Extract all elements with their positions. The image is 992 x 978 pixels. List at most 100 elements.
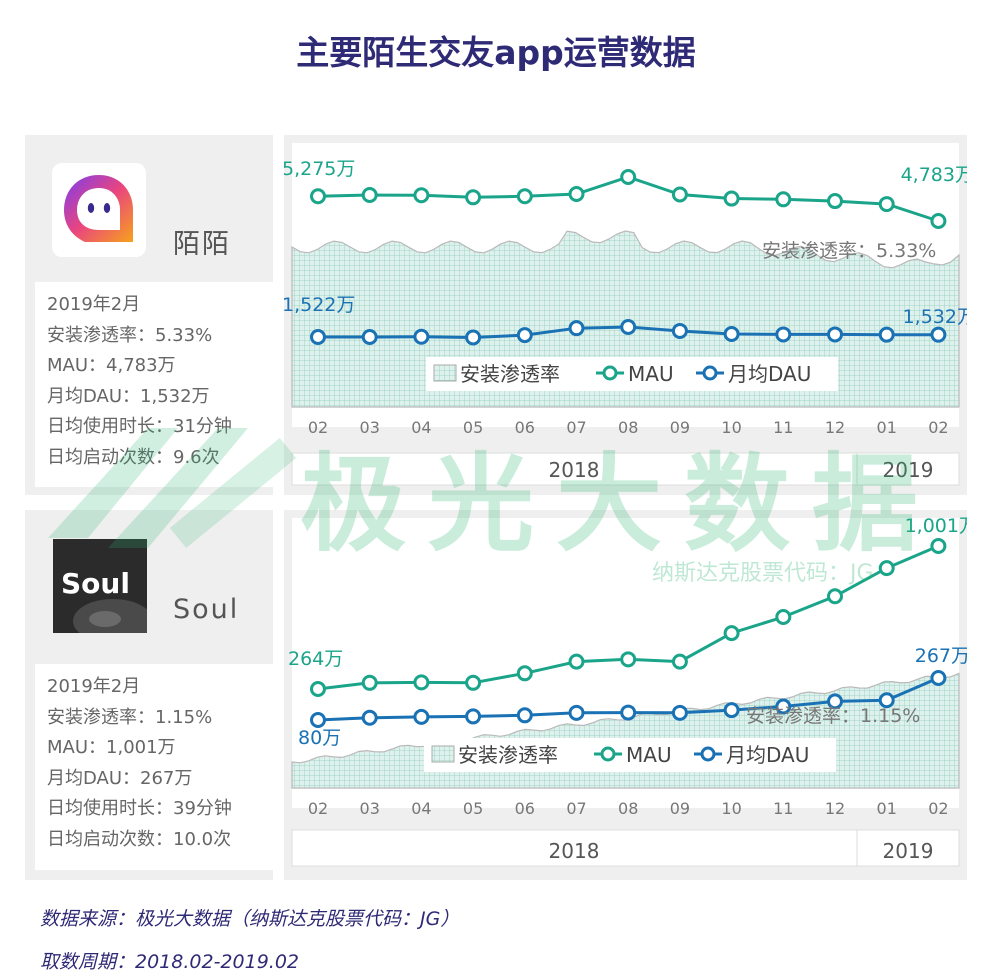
footer-source: 数据来源：极光大数据（纳斯达克股票代码：JG）	[40, 908, 460, 930]
data-point-月均DAU	[620, 704, 637, 721]
data-point-月均DAU	[568, 320, 585, 337]
x-tick-label: 08	[618, 418, 638, 437]
area-label: 安装渗透率：5.33%	[762, 240, 936, 262]
data-point-MAU	[723, 190, 740, 207]
momo-info: 2019年2月 安装渗透率：5.33% MAU：4,783万 月均DAU：1,5…	[35, 282, 273, 487]
data-point-MAU	[516, 665, 533, 682]
soul-info-line: 日均启动次数：10.0次	[47, 828, 232, 850]
data-point-MAU	[620, 651, 637, 668]
soul-info-line: 安装渗透率：1.15%	[47, 706, 213, 728]
data-point-月均DAU	[465, 329, 482, 346]
momo-info-line: 日均使用时长：31分钟	[47, 416, 232, 437]
x-tick-label: 03	[360, 799, 380, 818]
data-label-mau-end: 1,001万	[905, 515, 967, 537]
data-point-MAU	[930, 538, 947, 554]
data-point-MAU	[361, 187, 378, 204]
momo-chart: 02 03 04 05 06 07 08 09 10 11 12 01 02 2018 2019 5,275万…	[284, 143, 967, 486]
x-tick-label: 11	[773, 418, 793, 437]
data-point-月均DAU	[568, 704, 585, 721]
data-point-月均DAU	[310, 712, 326, 728]
year-box	[291, 829, 858, 867]
data-point-MAU	[620, 169, 637, 185]
data-point-MAU	[723, 625, 740, 642]
year-label: 2018	[549, 458, 600, 482]
x-tick-label: 11	[773, 799, 793, 818]
data-point-月均DAU	[827, 693, 843, 710]
data-point-月均DAU	[465, 708, 482, 725]
year-box	[291, 452, 858, 486]
soul-info: 2019年2月 安装渗透率：1.15% MAU：1,001万 月均DAU：267…	[35, 664, 273, 870]
data-point-月均DAU	[620, 319, 637, 335]
legend-label: 月均DAU	[726, 743, 809, 767]
year-box	[856, 829, 960, 867]
legend-marker-mau	[600, 746, 616, 762]
legend-label: 月均DAU	[728, 362, 811, 386]
x-tick-label: 06	[515, 799, 535, 818]
legend-marker-dau	[702, 365, 718, 381]
soul-name: Soul	[173, 594, 240, 625]
data-label-dau-start: 1,522万	[284, 294, 355, 316]
legend-marker-dau	[700, 746, 716, 762]
data-point-MAU	[878, 560, 895, 577]
data-point-MAU	[465, 674, 482, 691]
x-tick-label: 10	[721, 799, 741, 818]
legend-swatch-area	[431, 745, 455, 763]
soul-info-line: 日均使用时长：39分钟	[47, 798, 232, 819]
footer-period: 取数周期：2018.02-2019.02	[40, 951, 299, 973]
data-label-dau-end: 267万	[915, 645, 967, 667]
momo-name: 陌陌	[173, 229, 231, 260]
data-point-MAU	[827, 193, 843, 210]
x-tick-label: 02	[308, 418, 328, 437]
legend-swatch-area	[433, 364, 457, 382]
legend-box	[424, 738, 836, 772]
data-point-MAU	[310, 681, 326, 697]
data-point-月均DAU	[827, 326, 843, 343]
x-tick-label: 09	[670, 418, 690, 437]
data-point-月均DAU	[361, 709, 378, 726]
data-point-月均DAU	[413, 708, 430, 725]
data-point-月均DAU	[930, 670, 947, 686]
x-tick-label: 02	[928, 799, 948, 818]
data-point-MAU	[827, 588, 843, 605]
data-point-月均DAU	[516, 707, 533, 724]
data-label-mau-start: 5,275万	[284, 158, 355, 180]
momo-logo	[52, 163, 146, 257]
soul-info-line: MAU：1,001万	[47, 737, 176, 758]
x-tick-label: 12	[825, 799, 845, 818]
legend-label: MAU	[626, 743, 672, 767]
x-tick-label: 01	[877, 799, 897, 818]
x-tick-label: 02	[308, 799, 328, 818]
momo-logo-icon	[64, 175, 133, 242]
data-point-月均DAU	[878, 692, 895, 709]
data-point-MAU	[775, 191, 792, 208]
x-tick-label: 07	[566, 799, 586, 818]
watermark-sub: 纳斯达克股票代码：JG	[652, 561, 874, 586]
x-tick-label: 01	[877, 418, 897, 437]
year-label: 2019	[883, 839, 934, 863]
data-point-月均DAU	[516, 327, 533, 344]
watermark-text: 极光大数据	[300, 443, 940, 566]
legend-label: 安装渗透率	[460, 362, 560, 386]
soul-logo: Soul	[53, 539, 147, 633]
data-point-MAU	[568, 186, 585, 203]
data-point-MAU	[930, 213, 947, 229]
year-label: 2019	[883, 458, 934, 482]
year-box	[856, 452, 960, 486]
x-tick-label: 03	[360, 418, 380, 437]
momo-info-line: MAU：4,783万	[47, 355, 176, 376]
x-tick-label: 10	[721, 418, 741, 437]
data-point-月均DAU	[671, 322, 688, 339]
soul-logo-bg	[73, 599, 147, 633]
data-label-dau-end: 1,532万	[903, 306, 967, 328]
x-tick-label: 08	[618, 799, 638, 818]
data-point-月均DAU	[310, 329, 326, 345]
momo-info-line: 安装渗透率：5.33%	[47, 324, 213, 346]
x-tick-label: 06	[515, 418, 535, 437]
soul-logo-text: Soul	[61, 567, 130, 600]
data-point-MAU	[878, 196, 895, 213]
data-point-MAU	[568, 653, 585, 670]
data-point-MAU	[361, 674, 378, 691]
year-label: 2018	[549, 839, 600, 863]
data-label-mau-start: 264万	[288, 648, 343, 670]
legend-label: MAU	[628, 362, 674, 386]
